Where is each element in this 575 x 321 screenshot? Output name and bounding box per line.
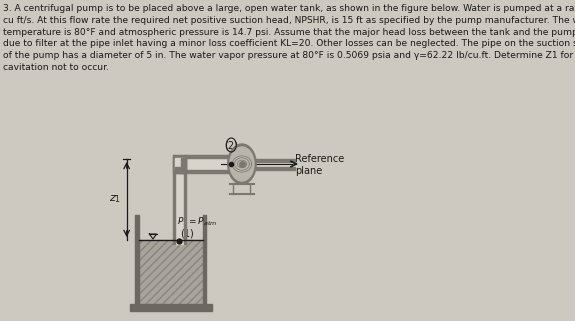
Circle shape [230,147,254,181]
Text: 3. A centrifugal pump is to be placed above a large, open water tank, as shown i: 3. A centrifugal pump is to be placed ab… [3,4,575,72]
Text: (1): (1) [180,229,194,239]
Bar [183,155,186,244]
Bar [256,167,296,169]
Bar [256,159,296,161]
Bar [175,158,183,170]
Text: $P_1 = P_{atm}$: $P_1 = P_{atm}$ [177,216,217,228]
Bar [139,240,203,304]
Bar [173,155,186,173]
Bar [175,155,183,244]
Bar [135,215,139,308]
Bar [256,161,296,167]
Circle shape [228,144,256,184]
Bar [129,304,212,311]
Bar [186,158,235,170]
Text: $z_1$: $z_1$ [109,194,121,205]
Bar [175,167,183,173]
Bar [139,215,203,240]
Bar [173,155,175,244]
Bar [203,215,206,308]
Bar [186,170,235,173]
Bar [139,240,203,304]
Text: (2): (2) [224,140,238,150]
Bar [182,158,186,173]
Text: Reference
plane: Reference plane [296,154,344,176]
Bar [186,155,235,158]
